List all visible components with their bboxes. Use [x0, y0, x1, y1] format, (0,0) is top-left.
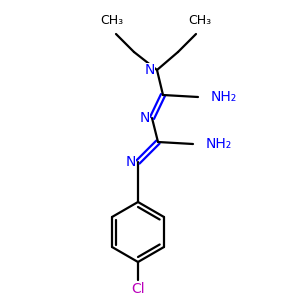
Text: Cl: Cl [131, 282, 145, 296]
Text: CH₃: CH₃ [188, 14, 212, 26]
Text: N: N [140, 111, 150, 125]
Text: N: N [145, 63, 155, 77]
Text: CH₃: CH₃ [100, 14, 124, 26]
Text: NH₂: NH₂ [206, 137, 232, 151]
Text: N: N [126, 155, 136, 169]
Text: NH₂: NH₂ [211, 90, 237, 104]
